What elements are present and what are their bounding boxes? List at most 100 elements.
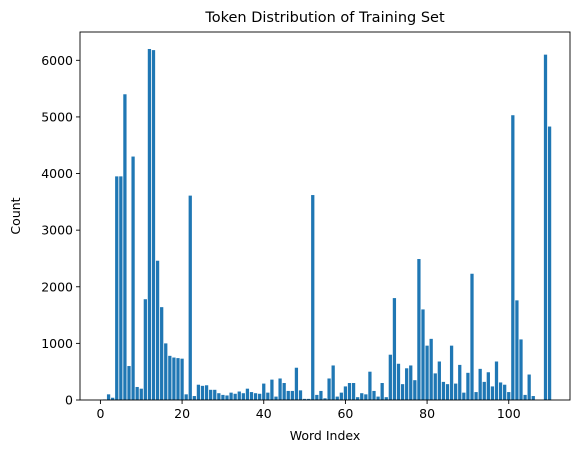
bar [494, 361, 499, 400]
bar [523, 394, 527, 400]
bar [433, 373, 437, 400]
bar [217, 393, 221, 400]
bar [147, 48, 152, 400]
bar [364, 394, 368, 400]
bar [441, 381, 446, 400]
bar [192, 396, 196, 400]
bar [258, 393, 262, 400]
bar [486, 372, 490, 400]
y-tick-label: 4000 [41, 166, 73, 181]
bar [302, 398, 307, 400]
bar [253, 393, 258, 400]
bar [176, 358, 180, 400]
bar [196, 384, 201, 400]
bar [290, 390, 294, 400]
bar [323, 398, 327, 400]
x-tick-label: 80 [419, 406, 435, 421]
bar [343, 386, 348, 400]
x-tick-label: 0 [96, 406, 104, 421]
bar [204, 385, 209, 400]
bar [213, 389, 217, 400]
bar [119, 176, 123, 400]
x-tick-label: 40 [256, 406, 272, 421]
bar [155, 260, 160, 400]
bar [396, 363, 401, 400]
bar [111, 397, 115, 400]
bar [221, 394, 225, 400]
bar [274, 396, 278, 400]
bar [307, 398, 311, 400]
bar [376, 396, 380, 400]
bar [474, 392, 478, 400]
bar [490, 386, 495, 400]
y-tick-label: 1000 [41, 336, 73, 351]
bar [106, 394, 111, 400]
bar [339, 392, 343, 400]
bar [478, 368, 482, 400]
bar [164, 343, 168, 400]
bar [270, 379, 274, 400]
y-axis-label: Count [8, 197, 23, 234]
bar [425, 345, 429, 400]
plot-area [79, 31, 571, 401]
bar [315, 394, 319, 400]
bar [347, 383, 352, 400]
bar [249, 392, 254, 400]
x-tick-label: 60 [337, 406, 353, 421]
bar [266, 392, 270, 400]
bar [233, 393, 237, 400]
bar [454, 383, 458, 400]
y-tick-label: 0 [65, 393, 73, 408]
bar [311, 195, 315, 400]
bar [135, 386, 139, 400]
bar [466, 372, 470, 400]
bar [188, 195, 192, 400]
y-axis: 0 1000 2000 3000 4000 5000 6000 [41, 53, 80, 408]
bar [449, 345, 454, 400]
bar [319, 390, 323, 400]
bar [409, 365, 413, 400]
bar [421, 309, 425, 400]
bar [278, 378, 282, 400]
bar [209, 389, 213, 400]
bar [294, 367, 299, 400]
bar [200, 385, 205, 400]
bar-series [102, 48, 552, 401]
bar [445, 384, 450, 400]
bar [388, 354, 392, 400]
bar [405, 368, 409, 400]
bar [458, 364, 462, 400]
bar [139, 388, 143, 400]
bar [184, 394, 188, 400]
bar [368, 371, 372, 400]
bar [470, 273, 474, 400]
bar [482, 381, 486, 400]
bar [429, 338, 433, 400]
bar [547, 126, 552, 400]
bar [225, 395, 229, 400]
bar [168, 355, 172, 400]
bar [160, 307, 164, 400]
bar [515, 300, 519, 400]
bar [241, 393, 245, 400]
bar [237, 391, 241, 400]
bar [262, 383, 266, 400]
bar [392, 298, 397, 400]
x-tick-label: 20 [174, 406, 190, 421]
bar [115, 176, 119, 400]
bar [372, 390, 376, 400]
bar [380, 383, 384, 400]
bar [245, 388, 250, 400]
bar [286, 390, 290, 400]
bar [417, 259, 421, 400]
bar [413, 380, 417, 400]
bar [400, 384, 405, 400]
bar [172, 357, 176, 400]
bar [519, 339, 523, 400]
bar [123, 94, 127, 401]
bar [356, 397, 360, 400]
y-tick-label: 6000 [41, 53, 73, 68]
bar [331, 365, 335, 400]
y-tick-label: 5000 [41, 109, 73, 124]
